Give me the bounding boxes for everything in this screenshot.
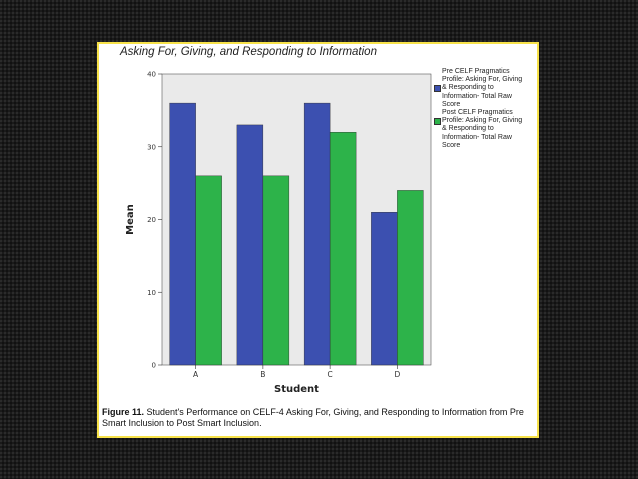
y-tick-label: 10 bbox=[147, 289, 156, 297]
x-axis-label: Student bbox=[274, 384, 319, 395]
bar-post-D bbox=[397, 190, 424, 366]
caption-label: Figure 11. bbox=[102, 407, 145, 417]
legend-label-line: Post CELF Pragmatics bbox=[442, 109, 513, 117]
legend-label-line: & Responding to bbox=[442, 125, 494, 133]
legend-label-line: Score bbox=[442, 141, 461, 149]
legend-swatch-pre bbox=[434, 85, 441, 92]
bar-post-C bbox=[329, 131, 357, 366]
x-axis: A B C D bbox=[193, 365, 400, 379]
y-tick-label: 20 bbox=[147, 216, 156, 224]
y-tick-label: 30 bbox=[147, 143, 156, 151]
legend-label-line: Score bbox=[442, 100, 461, 108]
legend-label-line: & Responding to bbox=[442, 84, 494, 92]
bar-chart: 0 10 20 30 40 A B C D Mean Student bbox=[125, 71, 432, 395]
x-tick-label: C bbox=[328, 370, 333, 379]
bar-pre-C bbox=[303, 102, 331, 366]
legend-swatch-post bbox=[434, 118, 441, 126]
chart-title: Asking For, Giving, and Responding to In… bbox=[120, 46, 377, 58]
legend-label-line: Information- Total Raw bbox=[442, 133, 512, 141]
bar-post-B bbox=[262, 175, 290, 366]
legend-item-pre: Pre CELF Pragmatics Profile: Asking For,… bbox=[434, 68, 537, 109]
legend-label-line: Profile: Asking For, Giving bbox=[442, 117, 523, 125]
legend-label-line: Information- Total Raw bbox=[442, 92, 512, 100]
bar-post-A bbox=[195, 175, 222, 366]
slide-frame: Asking For, Giving, and Responding to In… bbox=[97, 42, 539, 438]
caption-text: Student's Performance on CELF-4 Asking F… bbox=[102, 407, 524, 428]
figure-page: Asking For, Giving, and Responding to In… bbox=[99, 44, 537, 436]
bar-pre-A bbox=[169, 102, 196, 366]
bar-pre-D bbox=[371, 212, 398, 366]
legend: Pre CELF Pragmatics Profile: Asking For,… bbox=[434, 68, 537, 150]
y-tick-label: 40 bbox=[147, 71, 156, 79]
bar-pre-B bbox=[236, 124, 264, 366]
y-tick-label: 0 bbox=[152, 362, 156, 370]
y-axis-label: Mean bbox=[125, 204, 136, 235]
legend-label-line: Profile: Asking For, Giving bbox=[442, 76, 523, 84]
legend-label-line: Pre CELF Pragmatics bbox=[442, 68, 510, 75]
bars-group bbox=[169, 102, 424, 366]
x-tick-label: B bbox=[260, 370, 265, 379]
x-tick-label: D bbox=[394, 370, 400, 379]
legend-item-post: Post CELF Pragmatics Profile: Asking For… bbox=[434, 109, 537, 150]
y-axis: 0 10 20 30 40 bbox=[147, 71, 162, 370]
figure-caption: Figure 11. Student's Performance on CELF… bbox=[102, 407, 534, 429]
x-tick-label: A bbox=[193, 370, 199, 379]
